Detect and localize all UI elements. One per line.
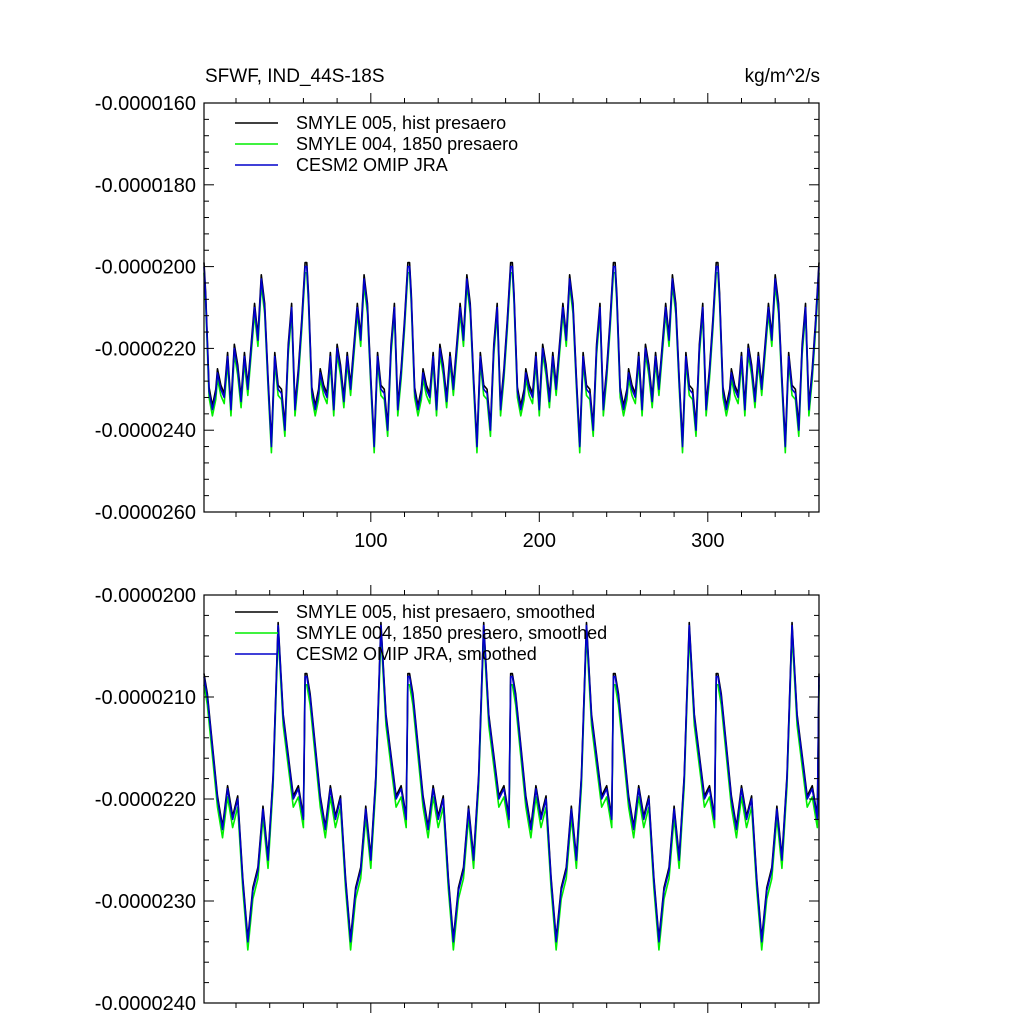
y-tick-label: -0.0000240 [95,420,196,442]
top-chart-frame [203,102,820,513]
y-tick-label: -0.0000240 [95,993,196,1015]
x-tick-label: 200 [523,530,556,552]
legend-label-1850-presaero: SMYLE 004, 1850 presaero [296,134,518,154]
bottom-chart-ticks: -0.0000200 -0.0000210 -0.0000220 -0.0000230… [95,585,819,1015]
top-chart-series-group [203,261,820,454]
top-chart-ticks: -0.0000160 -0.0000180 -0.0000200 -0.0000220… [95,93,819,552]
x-tick-label: 100 [354,530,387,552]
legend-label-omip-jra: CESM2 OMIP JRA [296,155,448,175]
y-tick-label: -0.0000200 [95,257,196,279]
y-tick-label: -0.0000260 [95,502,196,524]
y-tick-label: -0.0000220 [95,789,196,811]
top-chart-legend: SMYLE 005, hist presaero SMYLE 004, 1850… [235,113,518,175]
chart-units-label: kg/m^2/s [745,66,820,87]
top-chart-panel: -0.0000160 -0.0000180 -0.0000200 -0.0000220… [95,93,820,552]
series-line-cesm2-omip-jra-smoothed [203,624,820,943]
y-tick-label: -0.0000220 [95,338,196,360]
y-tick-label: -0.0000200 [95,585,196,607]
series-line-cesm2-omip-jra [203,265,820,448]
legend-label-1850-smoothed: SMYLE 004, 1850 presaero, smoothed [296,623,607,643]
legend-label-omip-smoothed: CESM2 OMIP JRA, smoothed [296,644,537,664]
legend-label-hist-smoothed: SMYLE 005, hist presaero, smoothed [296,602,595,622]
bottom-chart-legend: SMYLE 005, hist presaero, smoothed SMYLE… [235,602,607,664]
y-tick-label: -0.0000180 [95,175,196,197]
series-line-smyle-004-1850-presaero [203,271,820,454]
y-tick-label: -0.0000230 [95,891,196,913]
legend-label-hist-presaero: SMYLE 005, hist presaero [296,113,506,133]
y-tick-label: -0.0000160 [95,93,196,115]
series-line-smyle-005-hist-presaero [203,261,820,444]
y-tick-label: -0.0000210 [95,687,196,709]
chart-title-left: SFWF, IND_44S-18S [205,66,385,87]
bottom-chart-panel: -0.0000200 -0.0000210 -0.0000220 -0.0000230… [95,585,820,1015]
x-tick-label: 300 [691,530,724,552]
bottom-chart-series-group [203,621,820,951]
series-line-smyle-005-hist-presaero-smoothed [203,621,820,940]
